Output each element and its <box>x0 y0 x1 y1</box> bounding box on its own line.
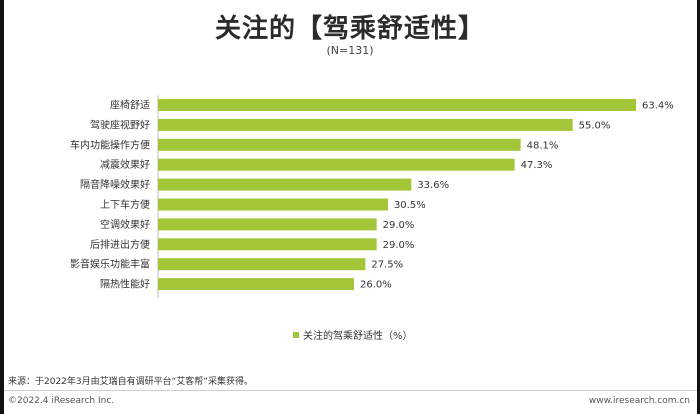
data-label: 55.0% <box>579 120 611 131</box>
left-border <box>0 0 4 414</box>
category-label: 隔热性能好 <box>100 278 150 291</box>
footer-divider <box>4 390 697 391</box>
chart-subtitle: (N=131) <box>326 44 374 57</box>
category-label: 减震效果好 <box>100 158 150 171</box>
copyright-text: ©2022.4 iResearch Inc. <box>8 396 115 406</box>
data-label: 63.4% <box>642 101 674 112</box>
category-label: 影音娱乐功能丰富 <box>70 258 150 271</box>
bar <box>158 218 377 231</box>
chart-title: 关注的【驾乘舒适性】 <box>214 14 485 44</box>
bar <box>158 138 521 151</box>
source-note: 来源：于2022年3月由艾瑞自有调研平台“艾客帮”采集获得。 <box>8 377 253 387</box>
website-link[interactable]: www.iresearch.com.cn <box>588 396 690 406</box>
category-label: 车内功能操作方便 <box>70 138 150 151</box>
bar <box>158 158 515 171</box>
data-label: 29.0% <box>383 240 415 251</box>
bar <box>158 258 366 271</box>
category-label: 上下车方便 <box>100 198 150 211</box>
data-label: 29.0% <box>383 220 415 231</box>
legend-swatch <box>293 331 299 338</box>
data-label: 33.6% <box>417 180 449 191</box>
data-label: 48.1% <box>527 140 559 151</box>
data-label: 30.5% <box>394 200 426 211</box>
category-label: 隔音降噪效果好 <box>80 178 150 191</box>
bar <box>158 118 573 131</box>
data-label: 27.5% <box>371 260 403 271</box>
category-label: 座椅舒适 <box>110 99 150 112</box>
bar <box>158 238 377 251</box>
legend-label: 关注的驾乘舒适性（%） <box>303 331 413 342</box>
bar <box>158 178 412 191</box>
category-label: 后排进出方便 <box>90 238 150 251</box>
data-label: 47.3% <box>521 160 553 171</box>
bar <box>158 198 388 211</box>
bar <box>158 99 636 111</box>
bar <box>158 278 355 291</box>
chart-legend: 关注的驾乘舒适性（%） <box>293 327 413 342</box>
data-label: 26.0% <box>360 280 392 291</box>
bar-chart: 座椅舒适 63.4% 驾驶座视野好 55.0% 车内功能操作方便 48.1% 减震效果好 47… <box>70 95 674 298</box>
category-label: 驾驶座视野好 <box>90 118 150 131</box>
right-border <box>697 0 700 414</box>
category-label: 空调效果好 <box>100 218 150 231</box>
